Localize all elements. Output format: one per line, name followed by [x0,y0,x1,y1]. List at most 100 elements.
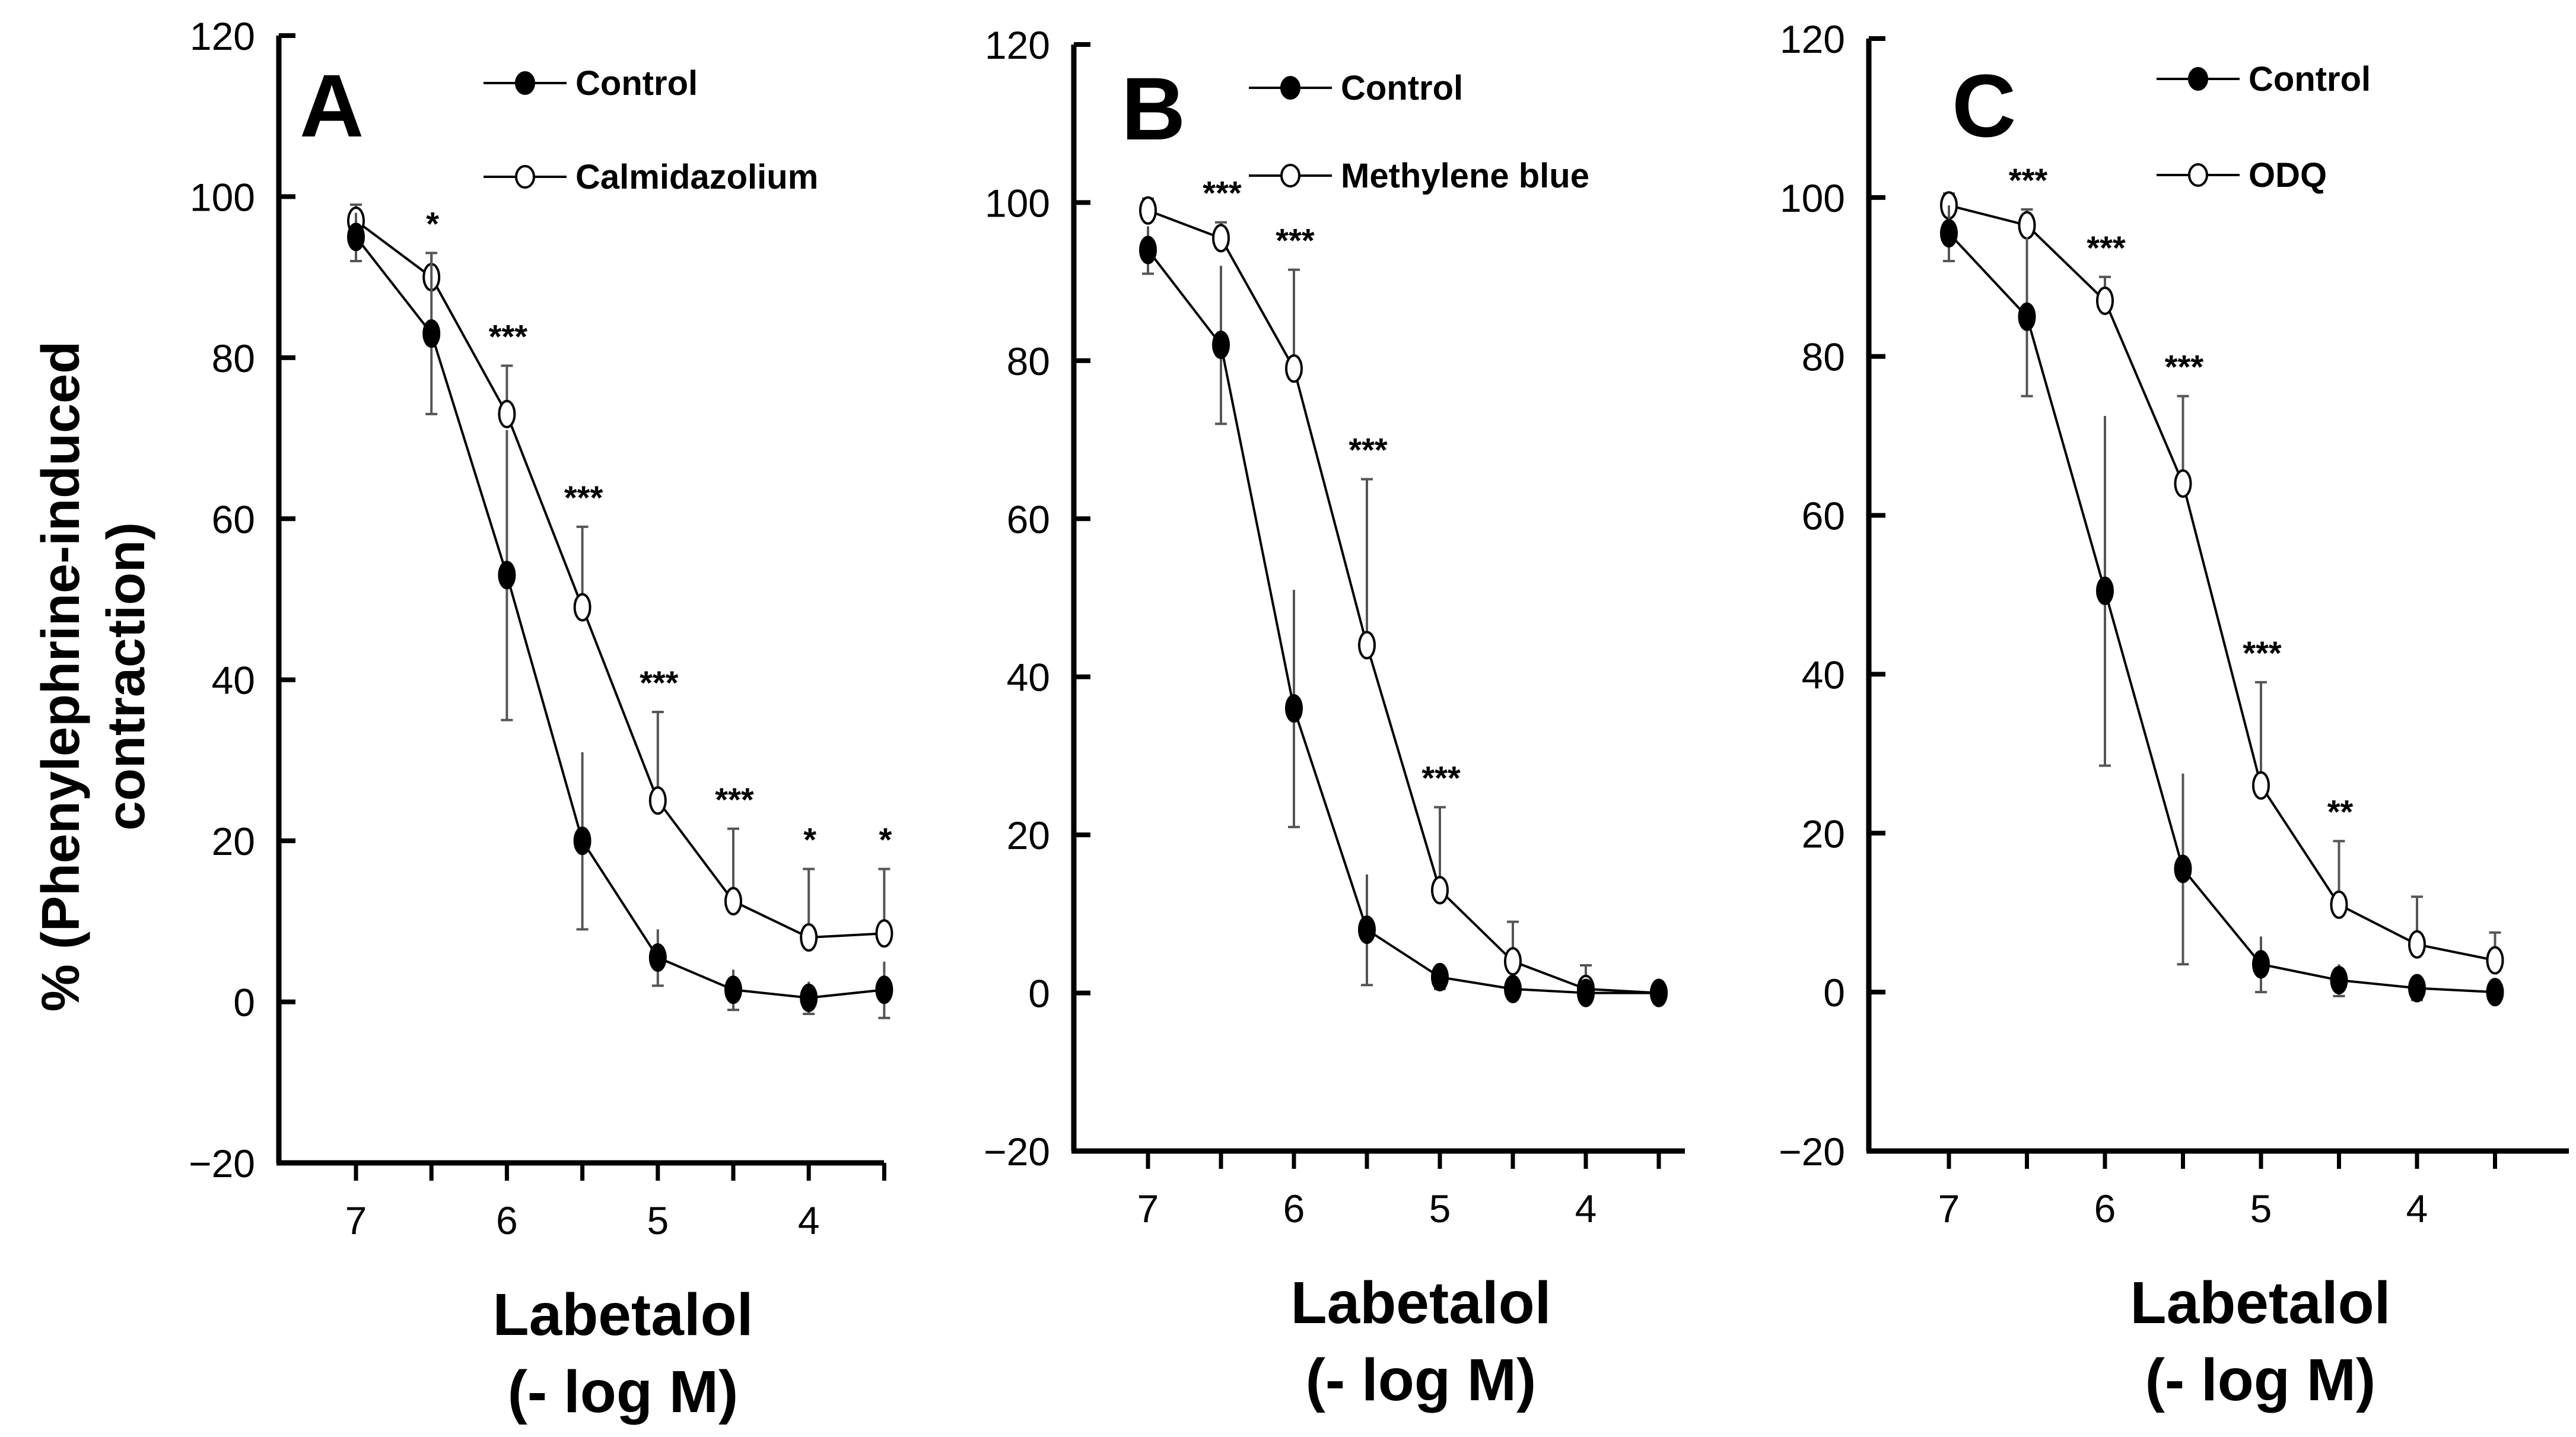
x-tick-label: 5 [1429,1187,1451,1231]
data-point [498,561,516,590]
y-tick-label: 40 [1007,656,1050,700]
data-point [1577,978,1595,1007]
data-point [1431,876,1449,905]
significance-label: *** [564,479,603,516]
data-point [2174,854,2192,883]
legend-entry-methylene-blue: Methylene blue [1249,157,1589,195]
data-point [1358,631,1376,660]
y-tick-label: 100 [1780,176,1845,220]
y-tick-label: 0 [1823,971,1845,1015]
significance-label: *** [1276,222,1315,259]
y-axis-title: % (Phenylephrine-induced contraction) [31,341,156,1012]
legend-marker [1280,76,1300,100]
x-axis-title-line-1: Labetalol [493,1282,753,1348]
data-point [498,399,516,428]
y-tick-label: 20 [1802,812,1845,856]
data-point [2018,211,2036,240]
legend-label: ODQ [2249,156,2327,195]
x-tick-label: 5 [2250,1187,2272,1231]
data-point [2252,950,2270,979]
x-tick-label: 7 [1938,1187,1960,1231]
data-point [1285,694,1303,723]
data-point [800,923,818,952]
significance-label: *** [1203,174,1242,212]
data-point [1650,978,1668,1007]
data-point [1139,196,1157,225]
y-tick-label: −20 [984,1130,1050,1174]
panel-A: −20 0 20 40 60 80 100 120 7 6 5 4 Labetalol (- log M)… [189,14,893,1425]
x-tick-label: 5 [647,1198,669,1242]
y-tick-label: 0 [1028,972,1050,1016]
significance-label: *** [2087,229,2126,266]
data-point [573,593,591,622]
y-tick-label: −20 [189,1142,255,1185]
significance-label: *** [2243,634,2282,672]
data-point [347,222,365,252]
data-point [1285,354,1303,383]
data-point [2330,890,2348,919]
data-point [2096,286,2114,315]
data-point [800,983,818,1012]
legend-marker [515,71,535,95]
panel-C: −20 0 20 40 60 80 100 120 7 6 5 4 Labetalol (- log M)… [1779,17,2569,1413]
x-tick-label: 4 [1575,1187,1597,1231]
data-point [724,975,742,1004]
y-tick-label: 20 [1007,813,1050,857]
y-axis-title-line-2: contraction) [97,522,156,831]
significance-label: *** [2009,161,2048,199]
y-tick-label: 120 [190,14,255,58]
y-tick-label: 60 [1007,497,1050,541]
x-axis-title-line-2: (- log M) [1306,1347,1537,1413]
series-odq [1940,191,2504,975]
panel-B: −20 0 20 40 60 80 100 120 7 6 5 4 Labetalol (- log M)… [984,23,1685,1413]
y-tick-label: 100 [190,175,255,219]
data-point [2408,974,2426,1003]
series-line [1948,204,2495,962]
legend-entry-odq: ODQ [2157,156,2327,195]
data-point [1431,962,1449,991]
significance-label: *** [2165,348,2204,386]
panel-letter: C [1952,56,2016,155]
data-point [648,786,667,815]
legend-marker [515,165,535,189]
data-point [875,919,893,948]
data-point [2486,946,2504,975]
data-point [1504,974,1522,1003]
significance-label: ** [2327,793,2354,831]
data-point [2330,966,2348,995]
x-tick-label: 6 [2094,1187,2116,1231]
data-point [1212,224,1230,253]
legend-label: Methylene blue [1341,157,1589,195]
y-tick-label: 80 [1802,335,1845,379]
legend-entry-control: Control [1249,69,1463,107]
legend-entry-control: Control [2157,60,2371,98]
legend-entry-calmidazolium: Calmidazolium [484,158,818,196]
data-point [2252,771,2270,800]
legend-marker [1280,164,1300,187]
y-tick-label: −20 [1779,1130,1845,1174]
series-control [1139,226,1668,1007]
data-point [573,826,591,856]
legend-label: Control [575,64,698,103]
series-control [347,212,893,1019]
data-point [2174,469,2192,498]
data-point [724,886,742,915]
legend-label: Control [1341,69,1463,107]
series-control [1940,205,2504,1007]
data-point [1940,219,1958,248]
y-tick-label: 120 [1780,17,1845,61]
data-point [648,943,667,972]
x-tick-label: 7 [345,1198,367,1242]
y-tick-label: 80 [1007,339,1050,383]
x-axis-title-line-1: Labetalol [1291,1270,1551,1336]
significance-label: *** [1421,759,1461,797]
legend-label: Calmidazolium [575,158,818,196]
data-point [2408,930,2426,959]
y-tick-label: 60 [1802,494,1845,538]
x-tick-label: 4 [2406,1187,2428,1231]
data-point [1212,330,1230,360]
significance-label: *** [1349,431,1388,469]
series-line [355,220,885,939]
